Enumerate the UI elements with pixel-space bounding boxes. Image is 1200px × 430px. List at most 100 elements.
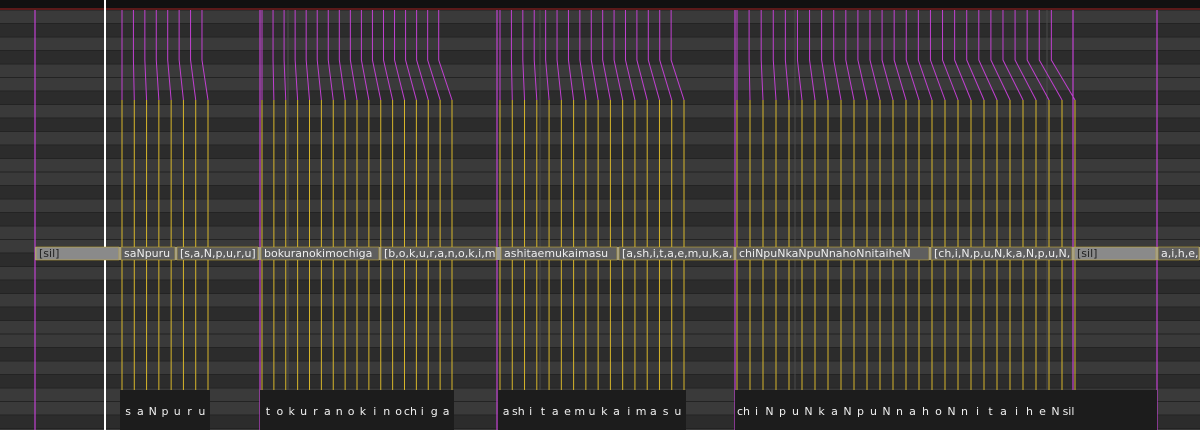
alignment-link <box>132 10 135 101</box>
phoneme-label: e <box>564 405 571 418</box>
alignment-link <box>272 10 275 101</box>
phoneme-group-box <box>498 390 686 430</box>
note <box>930 246 1073 261</box>
alignment-link <box>167 10 172 101</box>
row <box>0 199 1200 213</box>
phoneme-label: r <box>187 405 192 418</box>
alignment-link <box>748 10 751 101</box>
alignment-link <box>1026 10 1050 101</box>
alignment-link <box>567 10 575 101</box>
alignment-link <box>283 10 287 101</box>
row <box>0 374 1200 388</box>
alignment-link <box>881 10 894 101</box>
phoneme-label: p <box>857 405 864 418</box>
phoneme-label: N <box>947 405 955 418</box>
alignment-link <box>670 10 685 101</box>
alignment-link <box>371 10 382 101</box>
alignment-link <box>893 10 907 101</box>
phoneme-label: k <box>601 405 608 418</box>
note-label: saNpuru <box>124 247 170 260</box>
note-label: [s,a,N,p,u,r,u] <box>180 247 256 260</box>
phoneme-label: a <box>443 405 450 418</box>
note <box>380 246 497 261</box>
phoneme-label: N <box>149 405 157 418</box>
row <box>0 118 1200 132</box>
phoneme-label: u <box>198 405 205 418</box>
alignment-link <box>869 10 881 101</box>
phoneme-label: ch <box>404 405 417 418</box>
phoneme-label: i <box>627 405 630 418</box>
row <box>0 23 1200 37</box>
note <box>120 246 176 261</box>
phoneme-label: a <box>831 405 838 418</box>
note <box>35 246 120 261</box>
top-bar <box>0 0 1200 8</box>
phoneme-label: N <box>843 405 851 418</box>
alignment-link <box>545 10 550 101</box>
phoneme-label: s <box>663 405 669 418</box>
alignment-link <box>394 10 405 101</box>
alignment-link <box>579 10 587 101</box>
row <box>0 320 1200 334</box>
alignment-link <box>349 10 358 101</box>
phoneme-label: n <box>896 405 903 418</box>
phoneme-label: ch <box>737 405 750 418</box>
row <box>0 266 1200 280</box>
phoneme-label: k <box>818 405 825 418</box>
phoneme-group-box <box>260 390 454 430</box>
alignment-link <box>1014 10 1037 101</box>
phoneme-label: i <box>976 405 979 418</box>
phoneme-label: a <box>613 405 620 418</box>
top-bar-edge <box>0 8 1200 10</box>
alignment-link <box>590 10 599 101</box>
alignment-link <box>338 10 346 101</box>
phoneme-label: sil <box>1063 405 1075 418</box>
phoneme-label: i <box>1015 405 1018 418</box>
phoneme-group-box <box>120 390 210 430</box>
phoneme-label: e <box>1039 405 1046 418</box>
phoneme-label: N <box>1051 405 1059 418</box>
phoneme-label: k <box>360 405 367 418</box>
alignment-link <box>405 10 417 101</box>
note-label: [a,sh,i,t,a,e,m,u,k,a,i,m,a,s,u] <box>622 247 784 260</box>
phoneme-label: t <box>266 405 271 418</box>
row <box>0 361 1200 375</box>
row <box>0 64 1200 78</box>
phoneme-label: n <box>383 405 390 418</box>
phoneme-label: i <box>755 405 758 418</box>
row <box>0 104 1200 118</box>
phoneme-label: h <box>1026 405 1033 418</box>
note <box>735 246 930 261</box>
phoneme-label: u <box>674 405 681 418</box>
note-label: [ch,i,N,p,u,N,k,a,N,p,u,N,n,a,h,o,N,n,i,… <box>934 247 1198 260</box>
phoneme-label: i <box>373 405 376 418</box>
row <box>0 131 1200 145</box>
alignment-link <box>201 10 209 101</box>
note-label: chiNpuNkaNpuNnahoNnitaiheN <box>739 247 911 260</box>
alignment-link <box>966 10 985 101</box>
row <box>0 347 1200 361</box>
alignment-link <box>1038 10 1063 101</box>
alignment-link <box>833 10 842 101</box>
alignment-link <box>942 10 959 101</box>
phoneme-label: N <box>882 405 890 418</box>
row <box>0 172 1200 186</box>
alignment-link <box>360 10 370 101</box>
row <box>0 10 1200 24</box>
alignment-link <box>327 10 334 101</box>
phoneme-label: o <box>935 405 942 418</box>
phoneme-label: a <box>1000 405 1007 418</box>
phoneme-label: a <box>552 405 559 418</box>
phoneme-label: a <box>324 405 331 418</box>
alignment-link <box>990 10 1011 101</box>
alignment-link <box>613 10 624 101</box>
alignment-link <box>647 10 660 101</box>
alignment-link <box>155 10 160 101</box>
note <box>1073 246 1157 261</box>
note <box>618 246 735 261</box>
phoneme-label: t <box>988 405 993 418</box>
row <box>0 185 1200 199</box>
note-label: [b,o,k,u,r,a,n,o,k,i,m,o,ch,i,g,a] <box>384 247 554 260</box>
alignment-link <box>659 10 673 101</box>
